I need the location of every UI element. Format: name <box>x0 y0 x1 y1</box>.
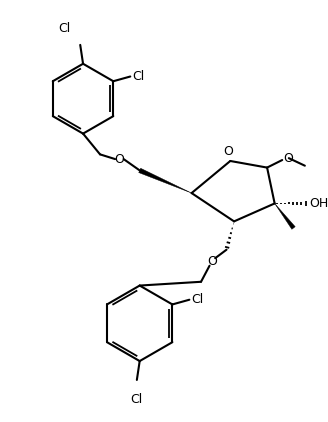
Text: O: O <box>223 145 233 158</box>
Text: Cl: Cl <box>132 70 144 83</box>
Text: O: O <box>207 254 217 268</box>
Text: OH: OH <box>310 197 328 210</box>
Polygon shape <box>275 203 295 229</box>
Text: Cl: Cl <box>58 22 70 35</box>
Text: Cl: Cl <box>191 293 203 306</box>
Text: O: O <box>114 153 124 165</box>
Polygon shape <box>139 168 192 193</box>
Text: Cl: Cl <box>130 393 142 406</box>
Text: O: O <box>283 151 293 165</box>
